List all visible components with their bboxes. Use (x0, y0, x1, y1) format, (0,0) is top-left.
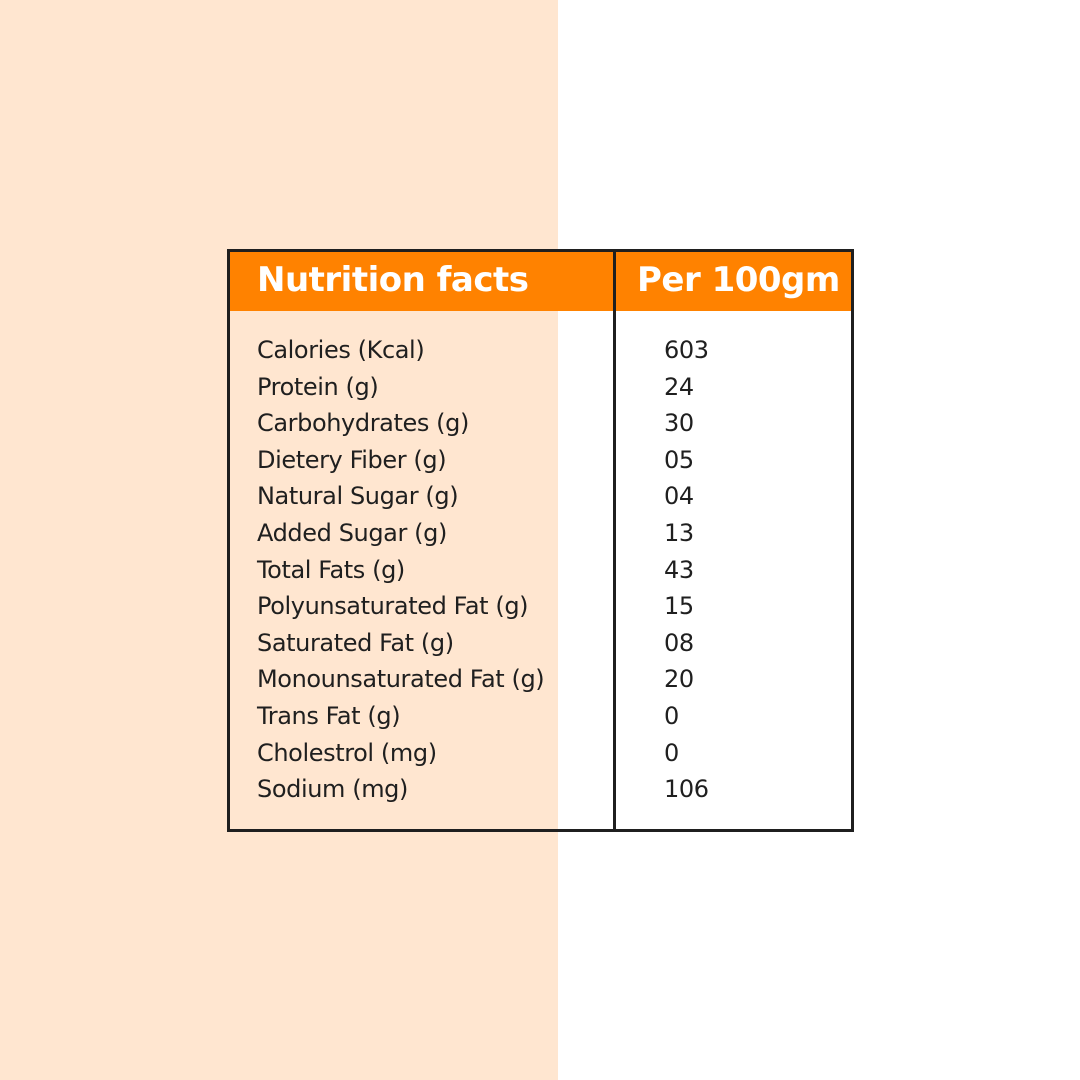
table-row: Dietery Fiber (g) 05 (230, 444, 851, 481)
nutrition-rows: Calories (Kcal) 603 Protein (g) 24 Carbo… (230, 334, 851, 810)
table-row: Sodium (mg) 106 (230, 773, 851, 810)
header-per-serving: Per 100gm (637, 260, 840, 300)
table-row: Total Fats (g) 43 (230, 554, 851, 591)
nutrient-label: Total Fats (g) (257, 555, 405, 584)
nutrient-label: Carbohydrates (g) (257, 409, 469, 438)
nutrient-label: Monounsaturated Fat (g) (257, 665, 545, 694)
nutrient-value: 0 (664, 738, 679, 767)
table-row: Polyunsaturated Fat (g) 15 (230, 590, 851, 627)
nutrition-table: Nutrition facts Per 100gm Calories (Kcal… (227, 249, 854, 832)
table-row: Trans Fat (g) 0 (230, 700, 851, 737)
header-title: Nutrition facts (257, 260, 529, 300)
nutrient-value: 30 (664, 409, 694, 438)
nutrient-label: Added Sugar (g) (257, 518, 447, 547)
nutrient-label: Natural Sugar (g) (257, 482, 459, 511)
nutrient-label: Protein (g) (257, 372, 379, 401)
nutrient-value: 24 (664, 372, 694, 401)
table-row: Natural Sugar (g) 04 (230, 480, 851, 517)
nutrient-label: Trans Fat (g) (257, 701, 401, 730)
nutrient-value: 04 (664, 482, 694, 511)
nutrient-value: 106 (664, 775, 709, 804)
table-row: Carbohydrates (g) 30 (230, 407, 851, 444)
table-row: Calories (Kcal) 603 (230, 334, 851, 371)
nutrient-value: 15 (664, 592, 694, 621)
table-row: Cholestrol (mg) 0 (230, 737, 851, 774)
nutrient-label: Polyunsaturated Fat (g) (257, 592, 529, 621)
nutrient-value: 603 (664, 336, 709, 364)
nutrient-label: Calories (Kcal) (257, 336, 425, 364)
column-divider (613, 252, 616, 829)
nutrient-value: 13 (664, 518, 694, 547)
table-row: Saturated Fat (g) 08 (230, 627, 851, 664)
table-row: Added Sugar (g) 13 (230, 517, 851, 554)
table-header: Nutrition facts Per 100gm (230, 252, 851, 311)
nutrient-label: Sodium (mg) (257, 775, 408, 804)
nutrient-value: 08 (664, 628, 694, 657)
table-row: Protein (g) 24 (230, 371, 851, 408)
nutrient-value: 43 (664, 555, 694, 584)
left-background-panel (0, 0, 558, 1080)
nutrient-value: 05 (664, 445, 694, 474)
nutrient-value: 20 (664, 665, 694, 694)
nutrient-label: Cholestrol (mg) (257, 738, 437, 767)
nutrient-label: Saturated Fat (g) (257, 628, 454, 657)
nutrient-label: Dietery Fiber (g) (257, 445, 447, 474)
nutrient-value: 0 (664, 701, 679, 730)
table-row: Monounsaturated Fat (g) 20 (230, 663, 851, 700)
